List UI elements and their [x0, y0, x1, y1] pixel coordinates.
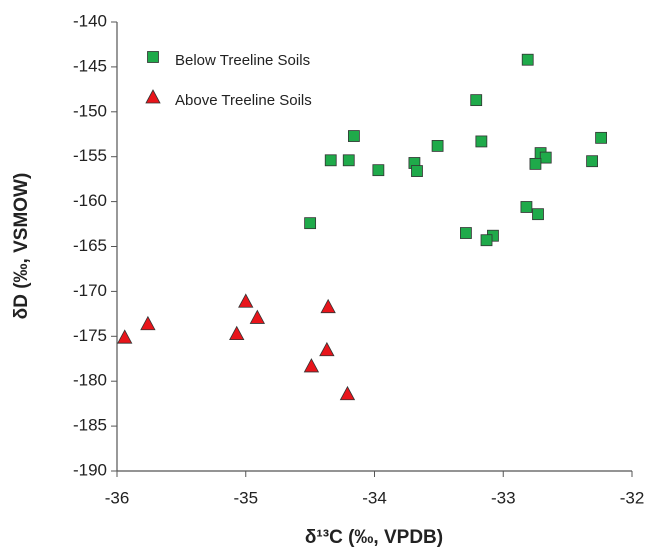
- x-tick-label: -36: [105, 488, 130, 507]
- square-marker: [529, 157, 542, 170]
- square-marker: [475, 135, 488, 148]
- x-tick-label: -35: [233, 488, 258, 507]
- y-tick-label: -155: [73, 146, 107, 165]
- triangle-marker: [339, 385, 356, 401]
- y-tick-label: -185: [73, 416, 107, 435]
- triangle-marker: [303, 358, 320, 373]
- square-marker: [411, 165, 423, 177]
- square-marker: [470, 94, 483, 107]
- y-tick-label: -150: [73, 101, 107, 120]
- square-marker: [521, 53, 534, 66]
- y-tick-label: -180: [73, 371, 107, 390]
- square-marker: [347, 130, 360, 142]
- x-tick-label: -34: [362, 488, 387, 507]
- legend-marker: [145, 89, 161, 104]
- square-marker: [480, 234, 493, 247]
- triangle-marker: [319, 341, 335, 357]
- square-marker: [520, 201, 533, 213]
- square-marker: [532, 208, 544, 221]
- y-tick-label: -175: [73, 326, 107, 345]
- square-marker: [460, 227, 472, 239]
- legend-marker: [147, 51, 159, 63]
- y-tick-label: -145: [73, 56, 107, 75]
- triangle-marker: [117, 329, 133, 344]
- triangle-marker: [140, 315, 156, 331]
- square-marker: [372, 164, 385, 177]
- y-tick-label: -160: [73, 191, 107, 210]
- x-tick-label: -32: [620, 488, 645, 507]
- y-tick-label: -170: [73, 281, 107, 300]
- y-tick-label: -140: [73, 11, 107, 30]
- y-tick-label: -165: [73, 236, 107, 255]
- square-marker: [595, 131, 607, 144]
- x-axis-label: δ¹³C (‰, VPDB): [305, 527, 443, 548]
- y-tick-label: -190: [73, 460, 107, 479]
- square-marker: [431, 140, 444, 152]
- square-marker: [324, 154, 337, 167]
- square-marker: [539, 151, 552, 164]
- triangle-marker: [320, 298, 336, 314]
- legend-label: Below Treeline Soils: [175, 52, 310, 69]
- square-marker: [304, 217, 317, 230]
- legend-label: Above Treeline Soils: [175, 92, 312, 109]
- square-marker: [342, 154, 355, 167]
- triangle-marker: [249, 309, 266, 324]
- triangle-marker: [238, 293, 254, 308]
- y-axis-label: δD (‰, VSMOW): [11, 173, 32, 320]
- x-tick-label: -33: [491, 488, 516, 507]
- square-marker: [586, 155, 598, 168]
- triangle-marker: [229, 325, 245, 341]
